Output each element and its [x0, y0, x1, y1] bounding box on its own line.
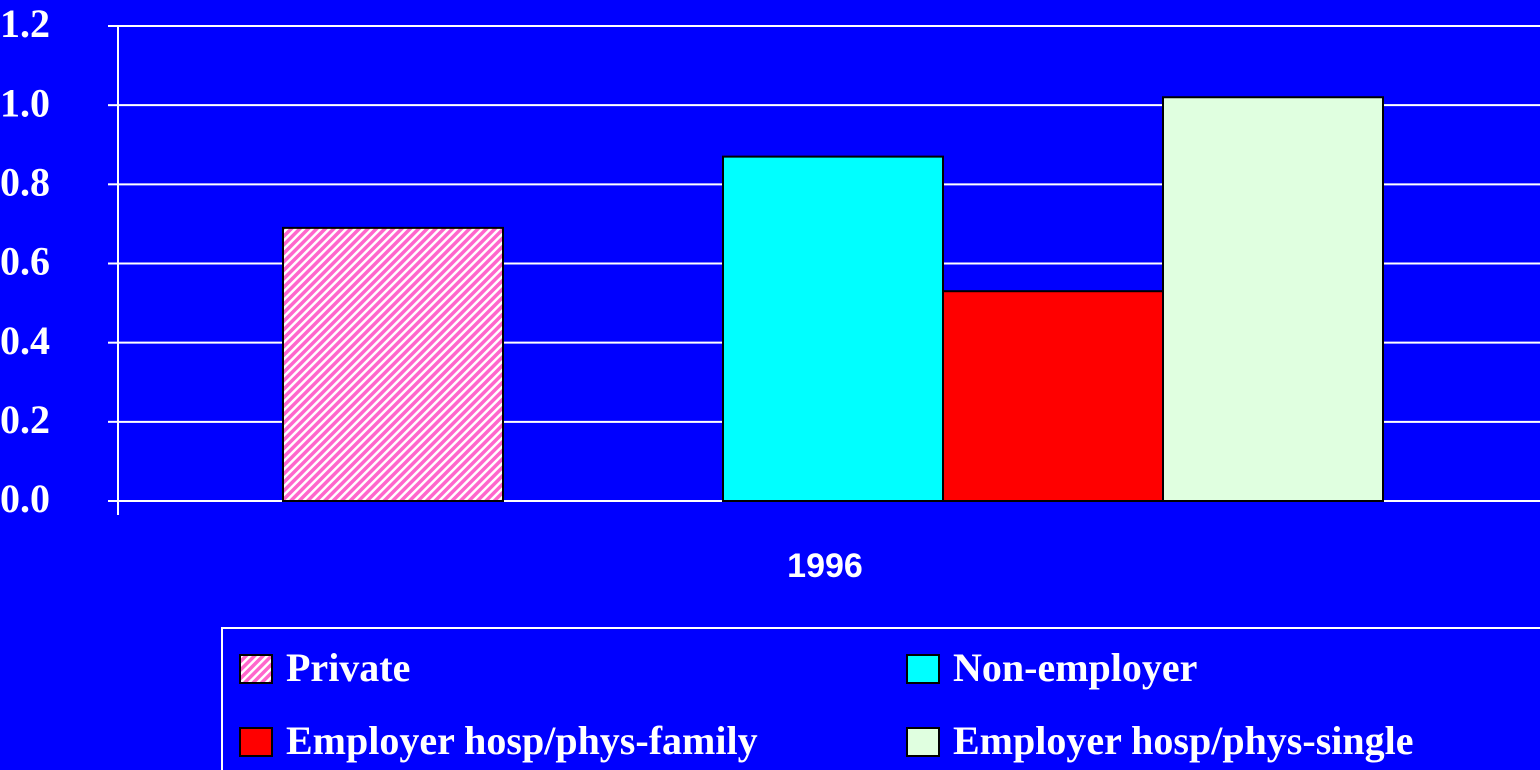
- legend-label: Employer hosp/phys-single: [953, 718, 1414, 763]
- legend-label: Employer hosp/phys-family: [286, 718, 758, 763]
- x-tick-label: 1996: [787, 547, 863, 585]
- y-tick-label: 1.2: [0, 1, 50, 46]
- bar: [282, 226, 504, 502]
- bar: [942, 290, 1164, 503]
- bar: [722, 155, 944, 502]
- legend-label: Private: [286, 645, 410, 690]
- y-tick-label: 0.4: [0, 318, 50, 363]
- legend-label: Non-employer: [953, 645, 1197, 690]
- y-tick-label: 0.2: [0, 397, 50, 442]
- legend-box: [221, 627, 1540, 770]
- legend-swatch: [239, 654, 273, 684]
- y-tick-label: 0.8: [0, 160, 50, 205]
- y-tick-label: 0.6: [0, 239, 50, 284]
- bar: [1162, 96, 1384, 502]
- y-tick-label: 0.0: [0, 476, 50, 521]
- legend-swatch: [239, 727, 273, 757]
- y-tick-label: 1.0: [0, 80, 50, 125]
- legend-swatch: [906, 727, 940, 757]
- legend-swatch: [906, 654, 940, 684]
